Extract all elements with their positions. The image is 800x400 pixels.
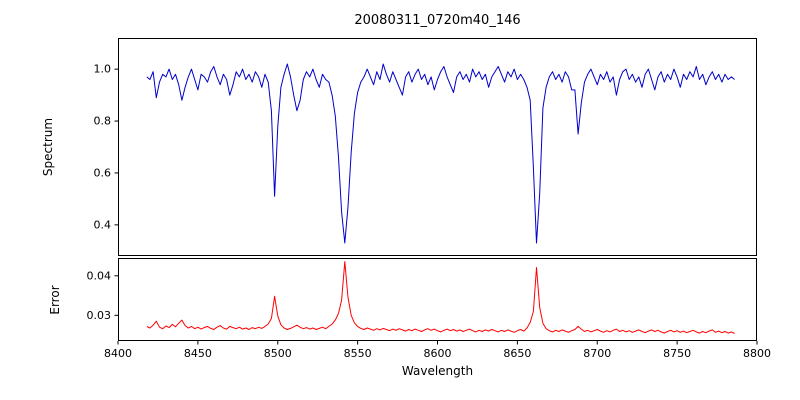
y-tick-label: 0.03 bbox=[87, 309, 112, 322]
x-tick-label: 8750 bbox=[663, 347, 691, 360]
x-tick-label: 8500 bbox=[264, 347, 292, 360]
x-tick-label: 8400 bbox=[104, 347, 132, 360]
x-tick-label: 8450 bbox=[184, 347, 212, 360]
y-tick-label: 1.0 bbox=[94, 63, 112, 76]
spectrum-axes-frame bbox=[118, 38, 757, 256]
y-tick-label: 0.8 bbox=[94, 115, 112, 128]
x-tick-label: 8550 bbox=[344, 347, 372, 360]
y-tick-label: 0.6 bbox=[94, 166, 112, 179]
error-line bbox=[146, 261, 735, 334]
y-tick-label: 0.4 bbox=[94, 218, 112, 231]
error-axes-frame bbox=[118, 258, 757, 341]
x-axis-label: Wavelength bbox=[401, 364, 474, 378]
chart-title: 20080311_0720m40_146 bbox=[354, 13, 521, 28]
x-tick-label: 8700 bbox=[583, 347, 611, 360]
x-tick-label: 8600 bbox=[424, 347, 452, 360]
x-tick-label: 8800 bbox=[743, 347, 771, 360]
y-tick-label: 0.04 bbox=[87, 269, 112, 282]
spectrum-line bbox=[146, 63, 735, 244]
x-tick-label: 8650 bbox=[503, 347, 531, 360]
